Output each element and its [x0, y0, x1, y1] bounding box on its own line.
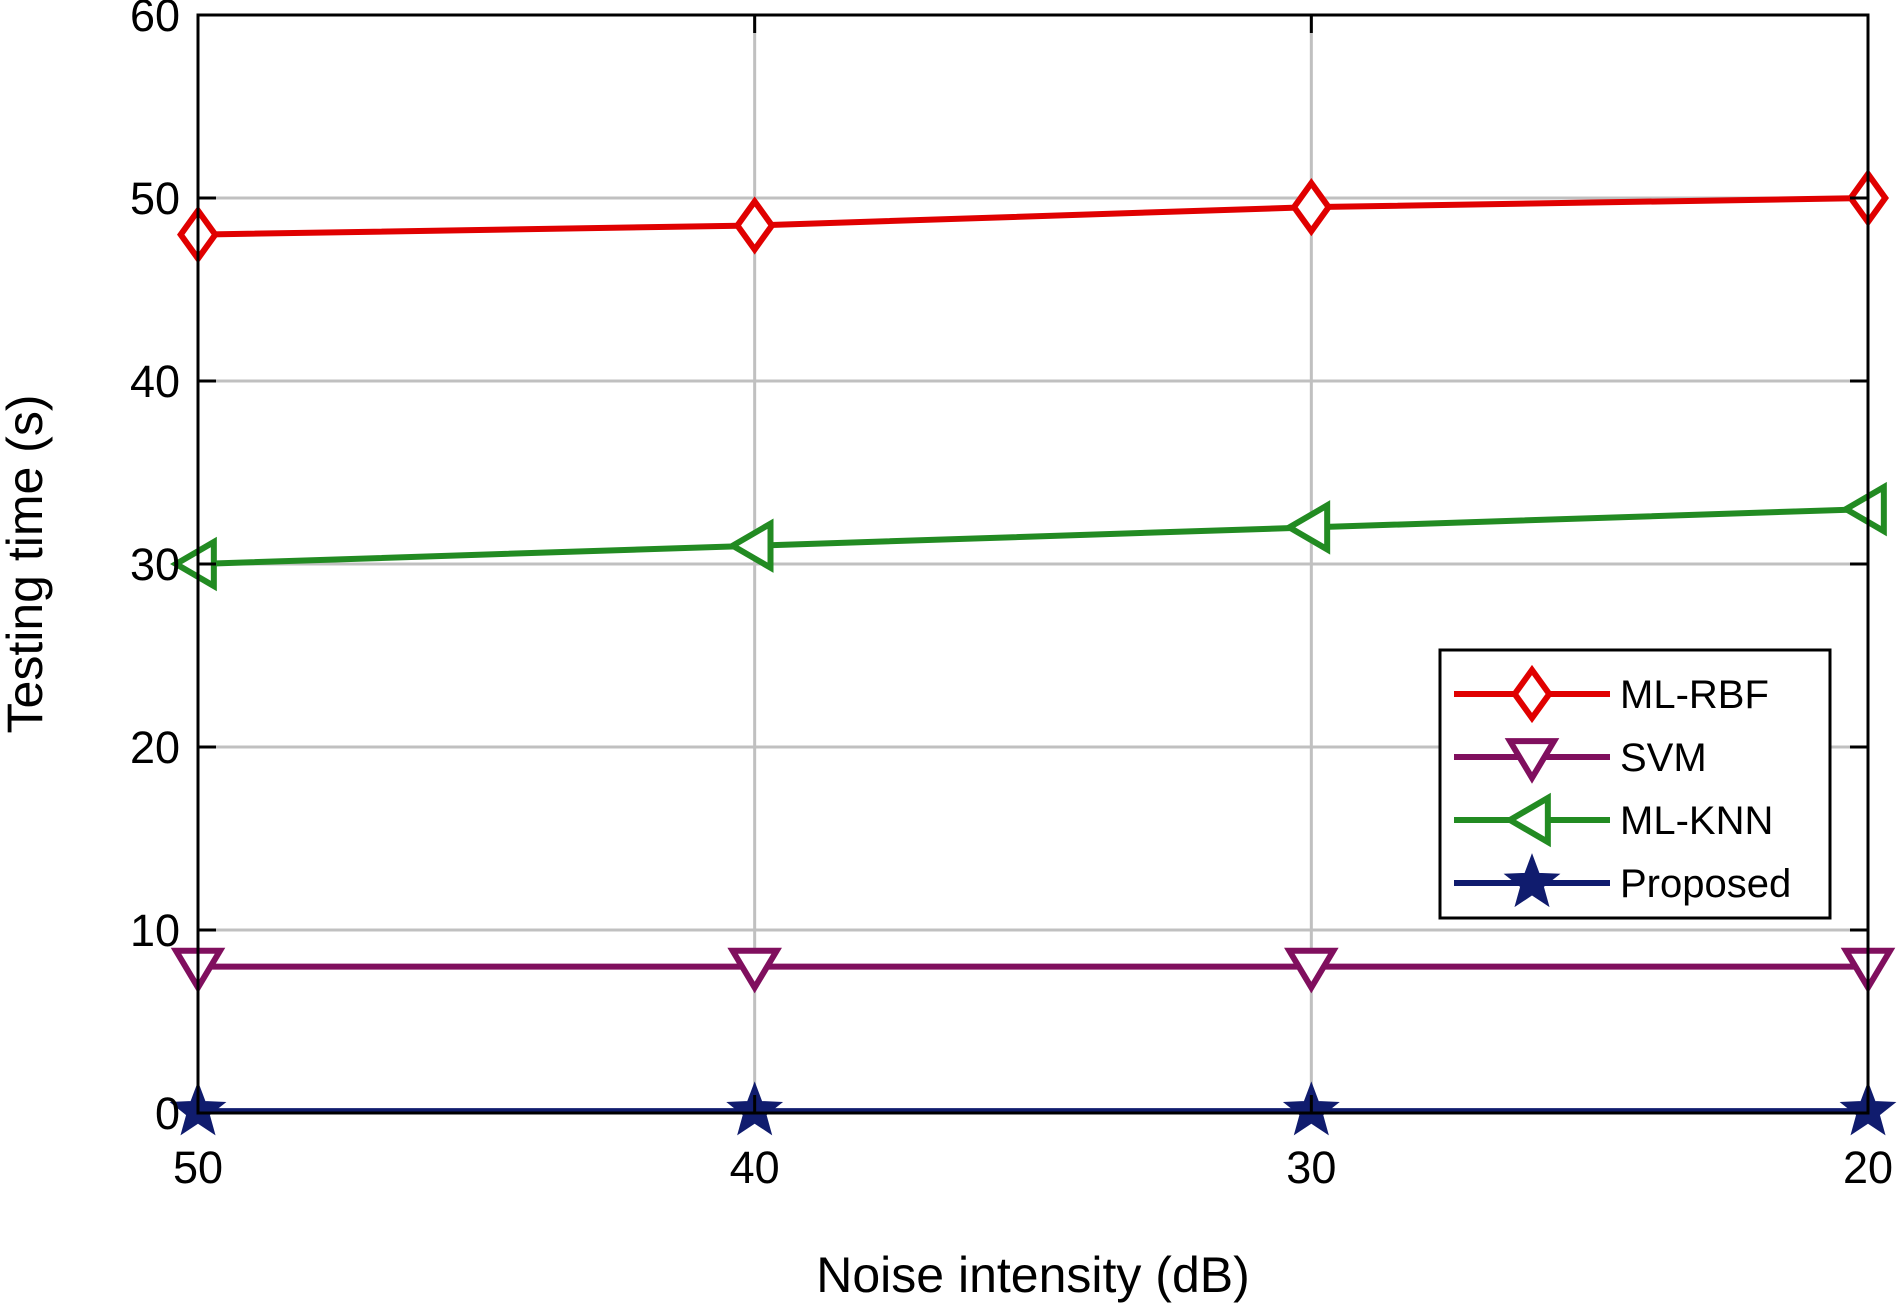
data-point	[1283, 500, 1331, 555]
data-point	[726, 518, 774, 573]
y-tick-label: 0	[155, 1088, 180, 1139]
x-axis-title: Noise intensity (dB)	[816, 1247, 1250, 1303]
series-svm	[170, 947, 1896, 994]
y-tick-label: 60	[130, 0, 180, 41]
data-point	[1840, 481, 1887, 537]
legend-item: SVM	[1454, 736, 1707, 784]
ticks: 0 10 20 30 40 50 60 50 40 30 20	[130, 0, 1893, 1193]
x-tick-label: 20	[1843, 1142, 1893, 1193]
data-point	[733, 196, 776, 255]
legend-marker	[1504, 738, 1560, 784]
legend-item: Proposed	[1454, 853, 1791, 908]
y-axis-title: Testing time (s)	[0, 395, 53, 734]
legend: ML-RBF SVM ML-KNN Proposed	[1438, 648, 1832, 920]
legend-label: ML-RBF	[1620, 673, 1769, 717]
data-point	[1284, 947, 1339, 994]
y-tick-label: 40	[130, 356, 180, 407]
legend-item: ML-KNN	[1454, 792, 1773, 848]
legend-marker	[1503, 853, 1561, 908]
data-point	[1290, 178, 1333, 237]
legend-marker	[1504, 792, 1551, 848]
y-tick-label: 50	[130, 173, 180, 224]
legend-label: Proposed	[1620, 862, 1791, 906]
y-tick-label: 10	[130, 905, 180, 956]
x-tick-label: 40	[730, 1142, 780, 1193]
series-ml-knn	[170, 481, 1887, 592]
x-tick-label: 50	[173, 1142, 223, 1193]
legend-label: SVM	[1620, 736, 1707, 780]
legend-label: ML-KNN	[1620, 799, 1773, 843]
y-tick-label: 20	[130, 722, 180, 773]
legend-item: ML-RBF	[1454, 664, 1769, 724]
series-line	[197, 506, 1869, 567]
series-line	[197, 195, 1869, 238]
y-tick-label: 30	[130, 539, 180, 590]
legend-marker	[1511, 664, 1553, 724]
data-point	[727, 947, 782, 994]
x-tick-label: 30	[1286, 1142, 1336, 1193]
